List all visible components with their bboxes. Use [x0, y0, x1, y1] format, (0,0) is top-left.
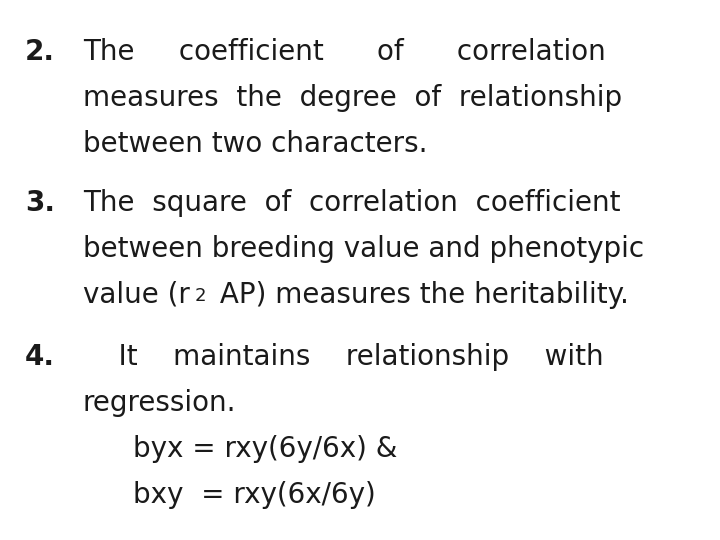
Text: 2: 2	[195, 287, 207, 305]
Text: between breeding value and phenotypic: between breeding value and phenotypic	[83, 235, 644, 263]
Text: regression.: regression.	[83, 389, 236, 417]
Text: AP) measures the heritability.: AP) measures the heritability.	[211, 281, 629, 309]
Text: The     coefficient      of      correlation: The coefficient of correlation	[83, 38, 606, 66]
Text: The  square  of  correlation  coefficient: The square of correlation coefficient	[83, 189, 621, 217]
Text: 4.: 4.	[25, 343, 55, 371]
Text: measures  the  degree  of  relationship: measures the degree of relationship	[83, 84, 622, 112]
Text: 3.: 3.	[25, 189, 55, 217]
Text: 2.: 2.	[25, 38, 55, 66]
Text: byx = rxy(6y/6x) &: byx = rxy(6y/6x) &	[133, 435, 397, 463]
Text: value (r: value (r	[83, 281, 189, 309]
Text: bxy  = rxy(6x/6y): bxy = rxy(6x/6y)	[133, 481, 376, 509]
Text: between two characters.: between two characters.	[83, 130, 427, 158]
Text: It    maintains    relationship    with: It maintains relationship with	[83, 343, 603, 371]
